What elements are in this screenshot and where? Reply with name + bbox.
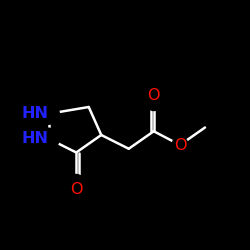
Circle shape bbox=[172, 137, 188, 153]
Circle shape bbox=[68, 174, 84, 190]
Circle shape bbox=[38, 103, 59, 124]
Circle shape bbox=[146, 94, 162, 110]
Text: O: O bbox=[70, 182, 82, 198]
Circle shape bbox=[38, 128, 59, 149]
Text: O: O bbox=[174, 138, 186, 152]
Text: HN: HN bbox=[22, 106, 49, 121]
Text: O: O bbox=[148, 88, 160, 102]
Text: HN: HN bbox=[22, 131, 49, 146]
